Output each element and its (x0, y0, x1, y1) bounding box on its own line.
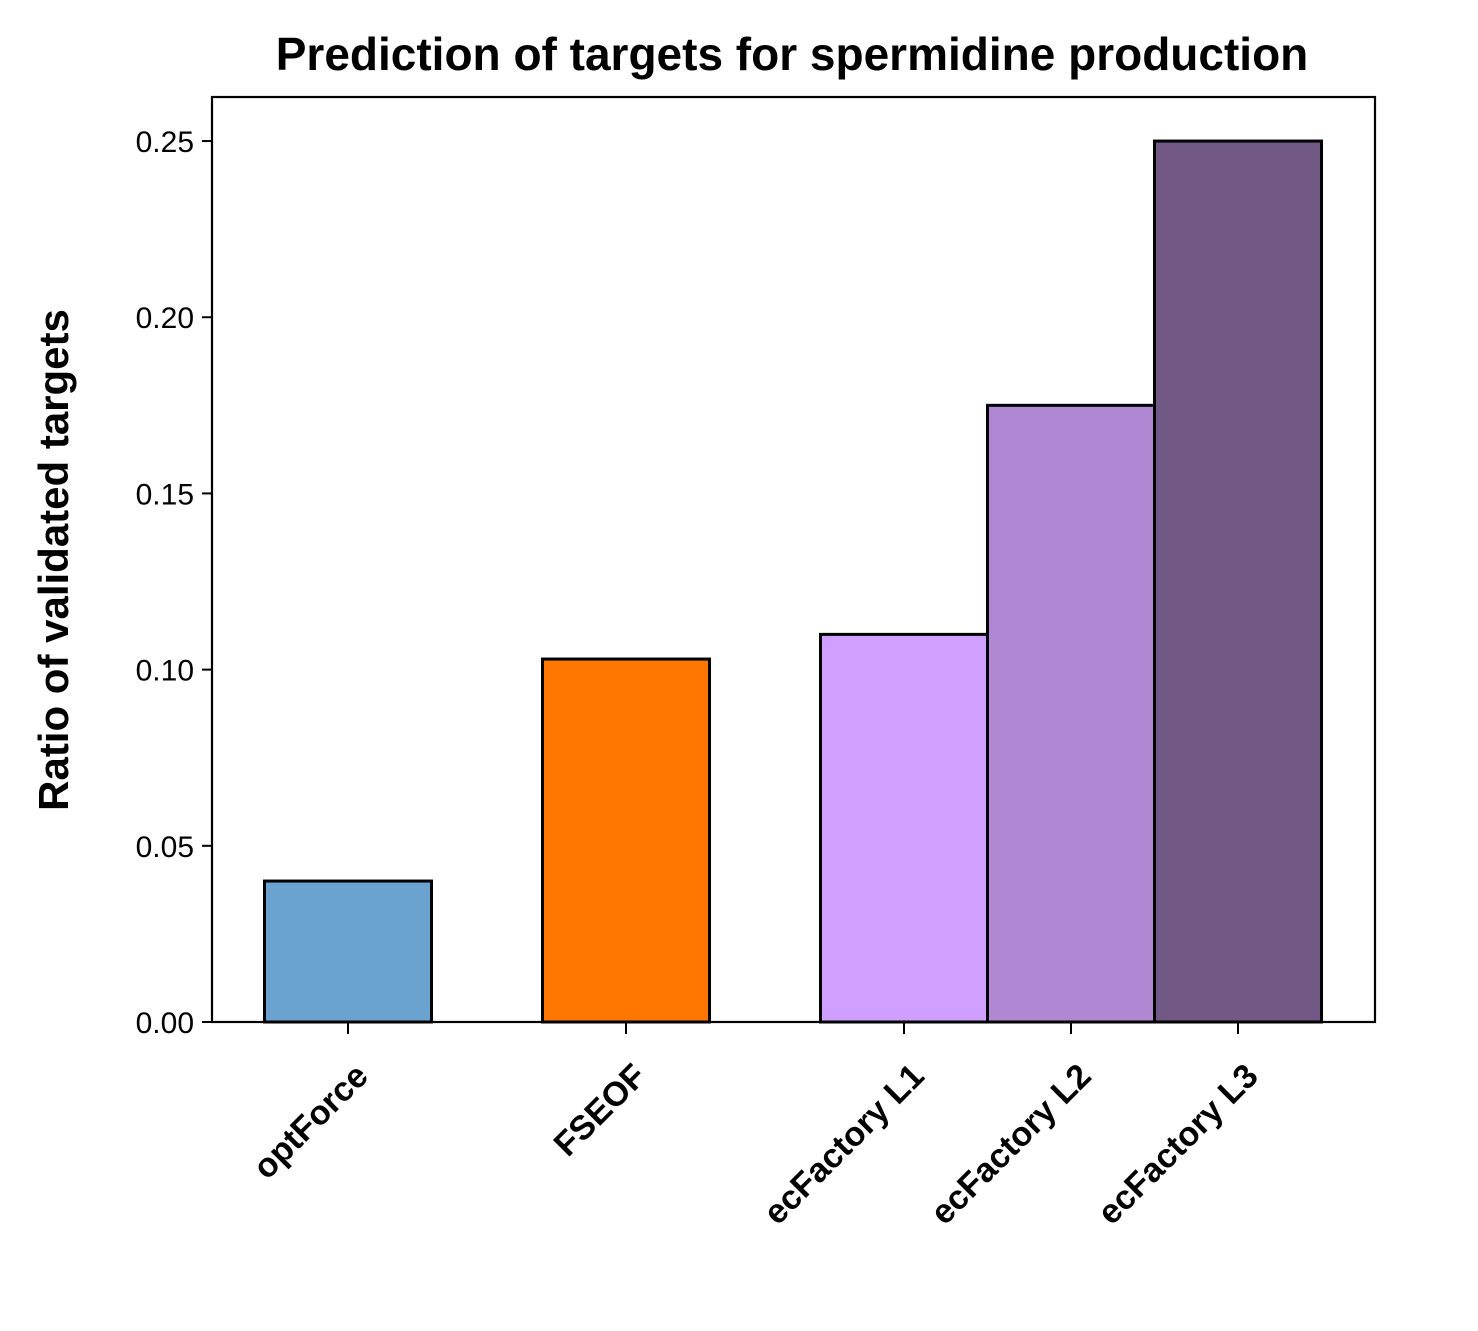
bar-ecfactory-l1 (819, 632, 989, 1024)
y-axis-ticks: 0.00 0.05 0.10 0.15 0.20 0.25 (136, 126, 212, 1040)
y-tick-label: 0.00 (136, 1007, 194, 1040)
bar-ecfactory-l2 (986, 403, 1156, 1024)
bar-ecfactory-l3 (1153, 139, 1323, 1024)
y-tick-label: 0.15 (136, 478, 194, 511)
bars-group (263, 139, 1323, 1024)
y-tick-label: 0.20 (136, 302, 194, 335)
x-tick-label: ecFactory L2 (923, 1057, 1098, 1232)
bar-fseof (541, 657, 711, 1024)
bar-optforce (263, 879, 433, 1024)
y-tick-label: 0.25 (136, 126, 194, 159)
x-tick-label: optForce (246, 1057, 376, 1187)
x-tick-label: ecFactory L3 (1090, 1057, 1265, 1232)
x-tick-label: FSEOF (547, 1057, 654, 1164)
x-tick-label: ecFactory L1 (756, 1057, 931, 1232)
chart-title: Prediction of targets for spermidine pro… (276, 28, 1309, 80)
y-axis-label: Ratio of validated targets (30, 309, 77, 811)
y-tick-label: 0.05 (136, 831, 194, 864)
y-tick-label: 0.10 (136, 655, 194, 688)
plot-frame (210, 95, 1377, 1024)
